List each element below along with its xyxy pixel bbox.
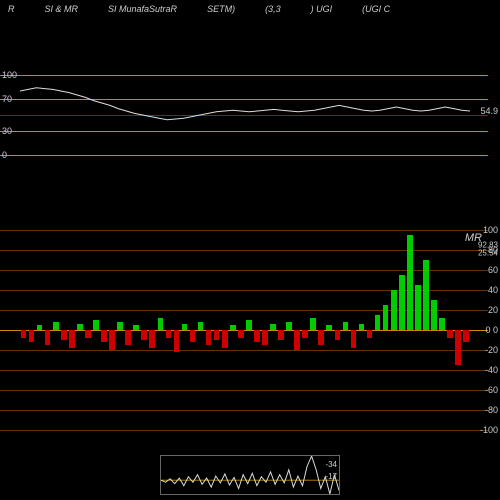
tab[interactable]: (UGI C <box>362 4 390 14</box>
axis-label: 40 <box>488 285 498 295</box>
tab[interactable]: ) UGI <box>311 4 333 14</box>
rsi-chart-panel: 1007030054.9 <box>0 75 500 155</box>
mr-chart-panel: 100806040200 0-20-40-60-80-100MR92.8325.… <box>0 230 500 430</box>
mr-bar <box>230 325 236 330</box>
mr-bar <box>85 330 91 338</box>
mr-bar <box>109 330 115 350</box>
mr-bar <box>198 322 204 330</box>
mr-bar <box>351 330 357 348</box>
axis-label: -40 <box>485 365 498 375</box>
mini-label: -34 <box>325 460 337 469</box>
mr-bar <box>21 330 27 338</box>
tab[interactable]: SETM) <box>207 4 235 14</box>
mr-bar <box>359 324 365 330</box>
mr-bar <box>37 325 43 330</box>
mr-bar <box>238 330 244 338</box>
mr-bar <box>117 322 123 330</box>
mr-bar <box>214 330 220 340</box>
mr-bar <box>455 330 461 365</box>
axis-label: 0 <box>2 150 7 160</box>
tab[interactable]: R <box>8 4 15 14</box>
mr-bar <box>399 275 405 330</box>
mr-bar <box>133 325 139 330</box>
mr-bar <box>310 318 316 330</box>
mr-bar <box>407 235 413 330</box>
mr-bar <box>125 330 131 345</box>
mr-bar <box>246 320 252 330</box>
header-tabs: R SI & MR SI MunafaSutraR SETM) (3,3 ) U… <box>0 0 500 18</box>
axis-label: 30 <box>2 126 12 136</box>
mr-bar <box>439 318 445 330</box>
mr-bar <box>206 330 212 345</box>
mr-bar <box>101 330 107 342</box>
rsi-current-value: 54.9 <box>480 106 498 116</box>
mr-bar <box>149 330 155 348</box>
mr-bar <box>391 290 397 330</box>
mr-bar <box>182 324 188 330</box>
tab[interactable]: (3,3 <box>265 4 281 14</box>
mr-bar <box>270 324 276 330</box>
mr-bar <box>262 330 268 345</box>
mr-bar <box>254 330 260 342</box>
mr-bar <box>286 322 292 330</box>
axis-label: 0 0 <box>485 325 498 335</box>
mr-bar <box>53 322 59 330</box>
axis-label: -100 <box>480 425 498 435</box>
mr-bar <box>463 330 469 342</box>
mr-bar <box>29 330 35 342</box>
mr-bar <box>302 330 308 338</box>
axis-label: 100 <box>483 225 498 235</box>
axis-label: 70 <box>2 94 12 104</box>
mr-bar <box>93 320 99 330</box>
mr-bar <box>343 322 349 330</box>
mr-bar <box>423 260 429 330</box>
mr-bar <box>77 324 83 330</box>
mini-chart-panel: -34-17 <box>160 455 340 495</box>
mr-bar <box>367 330 373 338</box>
mr-bar <box>375 315 381 330</box>
axis-label: -20 <box>485 345 498 355</box>
mr-bar <box>45 330 51 345</box>
mr-bar <box>318 330 324 345</box>
mr-bar <box>61 330 67 340</box>
mr-bar <box>141 330 147 340</box>
axis-label: 60 <box>488 265 498 275</box>
axis-label: -80 <box>485 405 498 415</box>
mr-bar <box>166 330 172 338</box>
mr-bar <box>158 318 164 330</box>
mr-value: 25.54 <box>478 249 498 258</box>
mr-bar <box>222 330 228 348</box>
mr-bar <box>69 330 75 348</box>
mr-bar <box>326 325 332 330</box>
mr-bar <box>415 285 421 330</box>
mr-bar <box>294 330 300 350</box>
axis-label: 100 <box>2 70 17 80</box>
mr-bar <box>174 330 180 352</box>
mr-bar <box>383 305 389 330</box>
mini-label: -17 <box>325 472 337 481</box>
mr-bar <box>278 330 284 340</box>
tab[interactable]: SI MunafaSutraR <box>108 4 177 14</box>
mr-bar <box>447 330 453 338</box>
mr-bar <box>335 330 341 340</box>
axis-label: -60 <box>485 385 498 395</box>
mr-bar <box>190 330 196 342</box>
tab[interactable]: SI & MR <box>45 4 79 14</box>
mr-bar <box>431 300 437 330</box>
axis-label: 20 <box>488 305 498 315</box>
